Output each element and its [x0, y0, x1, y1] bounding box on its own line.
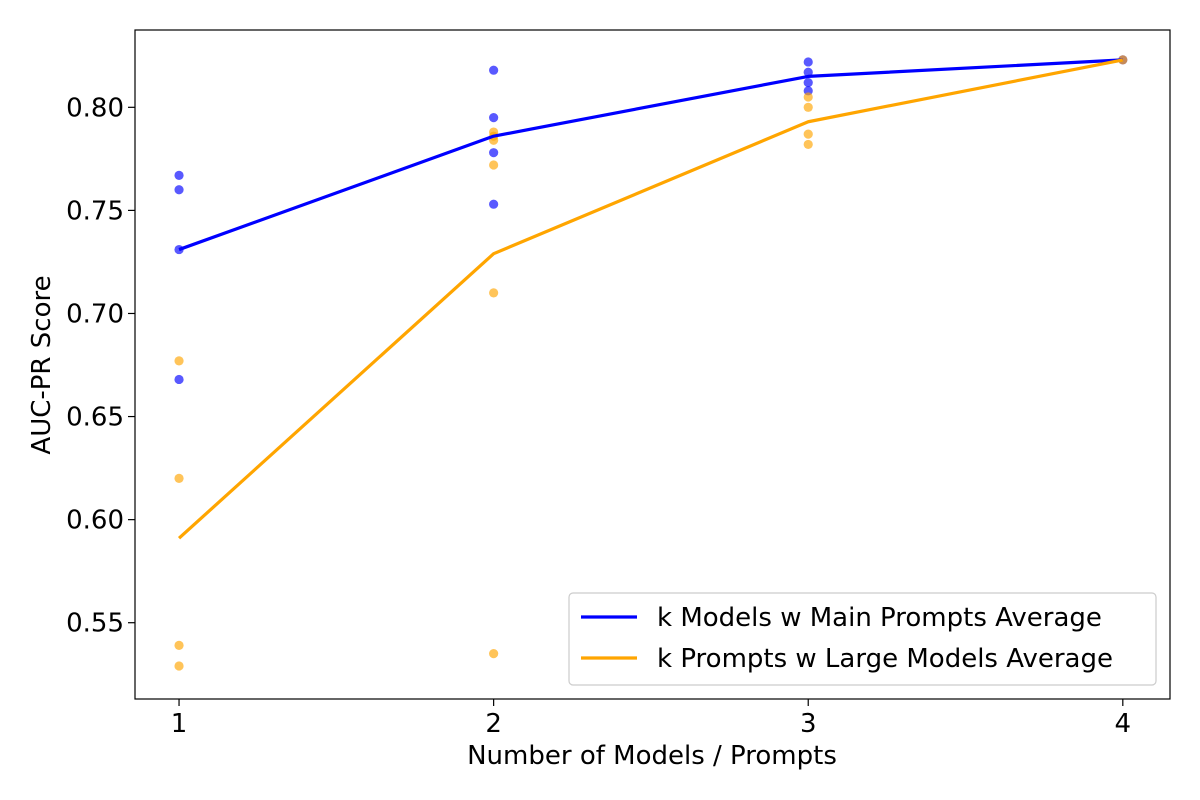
- x-tick-label: 4: [1115, 709, 1132, 739]
- y-axis: 0.55 0.60 0.65 0.70 0.75 0.80: [66, 93, 135, 639]
- series-0-point: [803, 77, 813, 88]
- series-1-point: [489, 649, 499, 659]
- series-1-point: [489, 160, 499, 170]
- series-1-point: [174, 356, 184, 366]
- series-1-point: [803, 139, 813, 150]
- y-tick-label: 0.55: [66, 609, 124, 639]
- series-0-point: [489, 199, 499, 209]
- legend: k Models w Main Prompts Average k Prompt…: [568, 592, 1157, 686]
- series-0-point: [174, 374, 184, 385]
- series-0-point: [803, 67, 813, 77]
- y-tick-label: 0.70: [66, 299, 124, 329]
- x-tick-label: 1: [171, 709, 188, 739]
- legend-label-0: k Models w Main Prompts Average: [657, 603, 1102, 633]
- series-0-point: [489, 65, 499, 75]
- series-0-line: [178, 58, 1123, 252]
- y-axis-label: AUC-PR Score: [27, 275, 57, 454]
- x-axis: 1 2 3 4: [171, 699, 1131, 739]
- plot-frame: [134, 29, 1171, 700]
- series-1-point: [803, 129, 813, 139]
- series-1-point: [489, 288, 499, 298]
- series-1-point: [174, 473, 184, 484]
- y-tick-label: 0.75: [66, 196, 124, 226]
- series-1-point: [174, 640, 184, 650]
- series-1-line: [177, 58, 1124, 540]
- series-0-point: [174, 170, 184, 180]
- y-tick-label: 0.65: [66, 403, 124, 433]
- y-tick-label: 0.80: [66, 93, 124, 123]
- series-1-point: [174, 661, 184, 671]
- legend-box: [568, 592, 1157, 686]
- x-axis-label: Number of Models / Prompts: [467, 741, 837, 771]
- series-0-point: [174, 185, 184, 195]
- series-1-point: [803, 102, 813, 112]
- plot-area: [174, 55, 1128, 671]
- series-1-point: [803, 92, 813, 102]
- legend-label-1: k Prompts w Large Models Average: [657, 644, 1113, 674]
- series-0-point: [489, 148, 499, 158]
- x-tick-label: 3: [800, 709, 817, 739]
- series-0-point: [489, 113, 499, 123]
- series-0-point: [803, 57, 813, 67]
- x-tick-label: 2: [485, 709, 502, 739]
- y-tick-label: 0.60: [66, 506, 124, 536]
